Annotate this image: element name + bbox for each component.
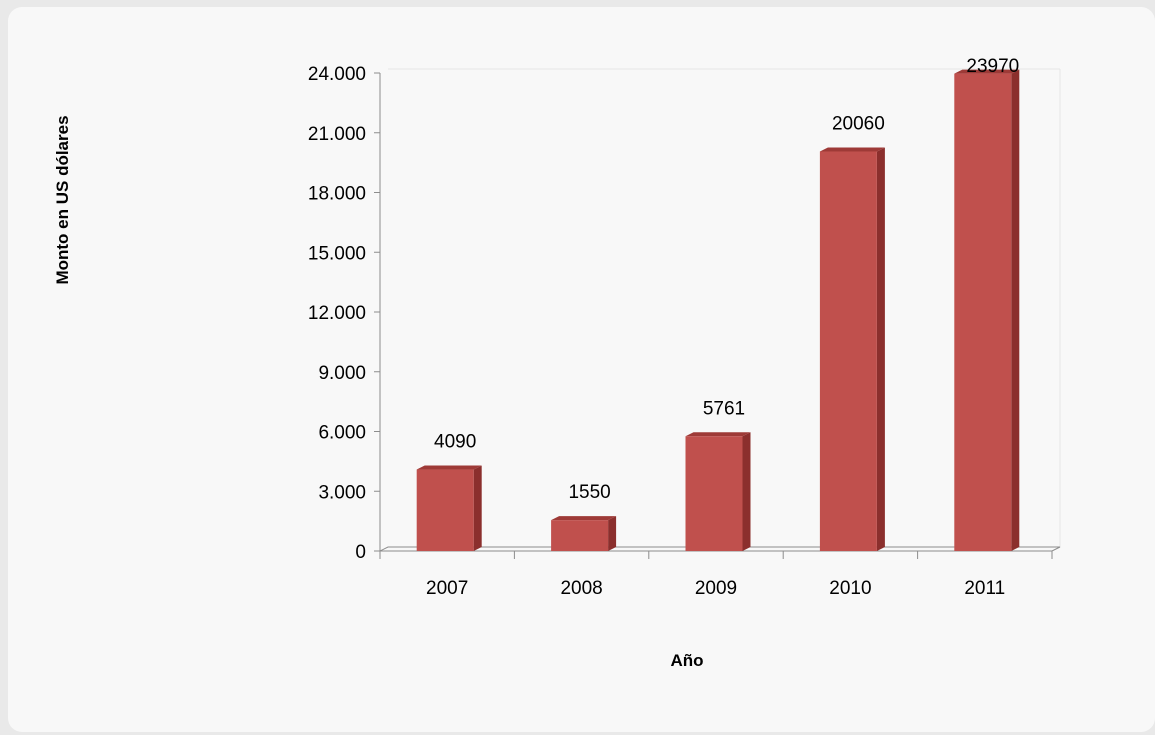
y-tick-label: 24.000	[308, 64, 366, 85]
bar-side	[473, 465, 482, 551]
bar-2011	[954, 69, 1020, 551]
bar-2007	[416, 465, 482, 551]
y-tick-label: 15.000	[308, 243, 366, 264]
y-tick-label: 0	[355, 542, 366, 563]
bar-front	[551, 520, 609, 551]
bar-2009	[685, 432, 751, 551]
y-tick-label: 6.000	[318, 423, 366, 444]
bar-front	[416, 469, 474, 551]
x-axis-title: Año	[670, 651, 703, 670]
bar-top	[954, 69, 1020, 74]
bar-top	[416, 465, 482, 470]
y-tick-label: 9.000	[318, 363, 366, 384]
x-tick-label: 2008	[560, 578, 602, 599]
bar-2008	[551, 516, 617, 551]
chart-bars	[416, 69, 1020, 551]
data-label: 5761	[703, 398, 745, 419]
bar-side	[876, 147, 885, 551]
bar-front	[954, 73, 1012, 551]
data-label: 4090	[434, 432, 476, 453]
bar-top	[819, 147, 885, 152]
y-tick-label: 18.000	[308, 184, 366, 205]
bar-side	[742, 432, 751, 551]
x-tick-label: 2007	[426, 578, 468, 599]
bar-side	[608, 516, 617, 551]
bar-front	[819, 151, 877, 551]
bar-front	[685, 436, 743, 551]
y-tick-label: 12.000	[308, 303, 366, 324]
bar-top	[551, 516, 617, 521]
y-tick-labels: 0 3.000 6.000 9.000 12.000 15.000 18.000 21.000…	[308, 64, 366, 563]
bar-top	[685, 432, 751, 437]
x-tick-labels: 2007 2008 2009 2010 2011	[426, 578, 1005, 599]
data-label: 1550	[568, 482, 610, 503]
x-tick-label: 2010	[829, 578, 871, 599]
data-label: 23970	[966, 56, 1019, 77]
y-axis-title: Monto en US dólares	[53, 115, 72, 284]
x-tick-label: 2011	[964, 578, 1005, 599]
bar-side	[1011, 69, 1020, 551]
data-labels: 4090 1550 5761 20060 23970	[434, 56, 1019, 503]
data-label: 20060	[832, 113, 885, 134]
y-tick-label: 3.000	[318, 482, 366, 503]
x-tick-label: 2009	[695, 578, 737, 599]
y-tick-label: 21.000	[308, 124, 366, 145]
bar-2010	[819, 147, 885, 551]
